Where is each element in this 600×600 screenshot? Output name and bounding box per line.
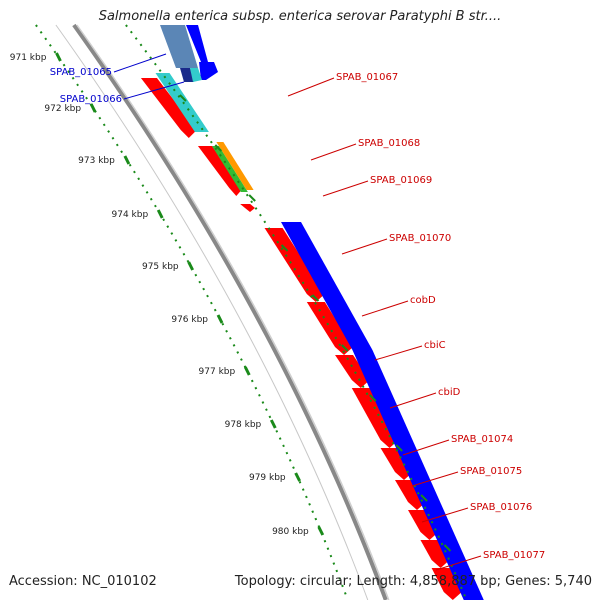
gene-leader-line [421, 507, 469, 523]
kbp-tick-label: 976 kbp [171, 315, 208, 325]
outer-ruler-tick [179, 94, 187, 102]
gene-label: SPAB_01077 [483, 550, 545, 561]
feature-top-darkblue [180, 68, 194, 82]
feature-reverse-cds-2 [352, 350, 484, 600]
kbp-tick-mark [243, 366, 251, 376]
gene-label: SPAB_01069 [370, 175, 432, 186]
kbp-tick-label: 975 kbp [142, 262, 179, 272]
gene-label: cbiD [438, 387, 461, 398]
map-title: Salmonella enterica subsp. enterica sero… [98, 9, 502, 24]
outer-ruler-tick [280, 244, 289, 252]
feature-forward-cds-4 [351, 388, 399, 448]
kbp-tick-mark [216, 314, 224, 324]
feature-small-red [240, 204, 256, 212]
gene-label: SPAB_01074 [451, 434, 513, 445]
kbp-tick-label: 972 kbp [44, 104, 81, 114]
outer-ruler-tick [341, 344, 349, 352]
gene-leader-line [341, 238, 388, 255]
gene-leader-line [374, 345, 423, 361]
outer-ruler [125, 24, 467, 598]
kbp-tick-mark [123, 155, 131, 165]
outer-ruler-tick [214, 144, 223, 152]
gene-leader-line [123, 81, 185, 100]
backbone-highlight [76, 24, 390, 600]
kbp-tick-mark [89, 103, 97, 113]
gene-leader-line [322, 180, 369, 197]
kbp-tick-label: 979 kbp [249, 473, 286, 483]
kbp-tick-mark [55, 52, 62, 62]
outer-ruler-tick [443, 544, 452, 552]
gene-leader-line [113, 53, 167, 73]
gene-label: SPAB_01066 [60, 94, 122, 105]
kbp-tick-label: 971 kbp [10, 53, 47, 63]
outer-ruler-tick [248, 194, 256, 202]
kbp-tick-label: 980 kbp [272, 527, 309, 537]
outer-ruler-tick [311, 294, 320, 302]
feature-forward-cds-5 [380, 448, 413, 480]
gene-label: SPAB_01075 [460, 466, 522, 477]
gene-label: SPAB_01070 [389, 233, 451, 244]
gene-label: SPAB_01067 [336, 72, 398, 83]
feature-spab-01068 [197, 146, 244, 196]
gene-leader-line [310, 143, 357, 161]
gene-label: cobD [410, 295, 436, 306]
feature-top-steelblue [160, 25, 198, 68]
gene-leader-line [411, 471, 459, 487]
backbone-line [72, 23, 388, 600]
gene-leader-line [435, 555, 482, 571]
ruler-layer: 971 kbp 972 kbp 973 kbp 974 kbp 975 kbp 976 k… [10, 24, 467, 598]
outer-ruler-tick [420, 494, 428, 502]
outer-ruler-tick [369, 394, 377, 402]
gene-leader-line [287, 77, 335, 97]
genome-summary: Topology: circular; Length: 4,858,887 bp… [234, 574, 592, 589]
feature-forward-cds-7 [407, 510, 439, 540]
kbp-tick-mark [294, 472, 302, 482]
feature-forward-cds-3 [335, 355, 370, 388]
feature-forward-cds-1 [264, 228, 325, 302]
kbp-tick-label: 973 kbp [78, 156, 115, 166]
feature-top-blue-1 [186, 25, 208, 62]
gene-leader-line [361, 300, 409, 317]
kbp-tick-mark [156, 209, 164, 219]
accession-text: Accession: NC_010102 [9, 574, 157, 589]
gene-leader-line [389, 392, 437, 409]
gene-leader-line [402, 439, 450, 456]
track-guide [55, 24, 369, 600]
feature-top-blue-2 [199, 62, 218, 80]
gene-label: SPAB_01076 [470, 502, 532, 513]
feature-forward-cds-2 [306, 302, 354, 355]
feature-forward-cds-9 [431, 568, 462, 600]
kbp-tick-mark [187, 261, 195, 271]
feature-orange-01069 [216, 142, 254, 190]
kbp-tick-mark [269, 419, 277, 429]
feature-cyan-01067 [155, 73, 209, 132]
gene-label: SPAB_01068 [358, 138, 420, 149]
outer-ruler-tick [395, 444, 403, 452]
feature-layer [55, 23, 484, 600]
feature-top-cyan [190, 68, 202, 82]
feature-forward-cds-6 [394, 480, 426, 510]
kbp-tick-label: 974 kbp [112, 210, 149, 220]
feature-reverse-cds-1 [281, 222, 373, 350]
gene-label: cbiC [424, 340, 446, 351]
kbp-tick-label: 977 kbp [199, 367, 236, 377]
feature-spab-01067 [140, 78, 197, 138]
kbp-tick-mark [317, 526, 325, 536]
kbp-tick-label: 978 kbp [225, 420, 262, 430]
gene-label: SPAB_01065 [50, 67, 112, 78]
label-layer: SPAB_01065 SPAB_01066 SPAB_01067 SPAB_01068… [50, 53, 545, 571]
